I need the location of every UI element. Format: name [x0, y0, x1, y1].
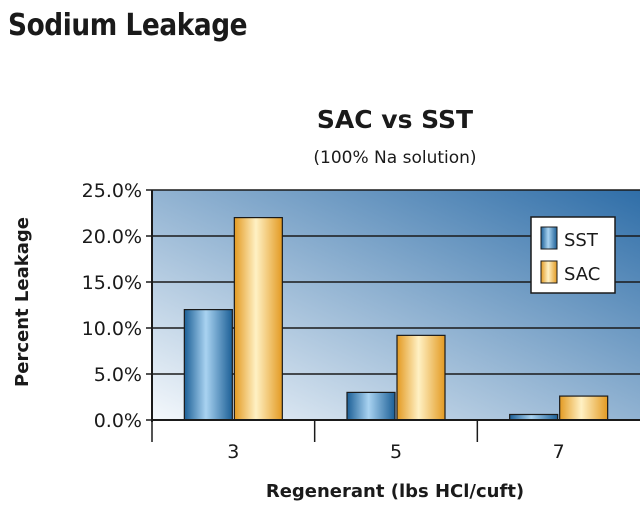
y-tick-label: 10.0%: [82, 318, 142, 340]
x-tick-labels: 3 5 7: [151, 420, 565, 463]
chart-subtitle: (100% Na solution): [313, 148, 476, 168]
bars: [183, 217, 609, 421]
y-tick-label: 20.0%: [82, 226, 142, 248]
y-tick-label: 0.0%: [94, 410, 142, 432]
x-tick-label: 3: [227, 441, 239, 463]
y-tick-label: 15.0%: [82, 272, 142, 294]
x-tick-label: 5: [390, 441, 402, 463]
y-tick-labels: 0.0% 5.0% 10.0% 15.0% 20.0% 25.0%: [82, 180, 152, 432]
bar-sac-3: [233, 217, 283, 421]
page-title: Sodium Leakage: [8, 8, 248, 43]
legend-swatch-sac: [540, 260, 558, 284]
legend: SST SAC: [530, 216, 616, 294]
bar-sst-5: [346, 391, 396, 421]
x-tick-label: 7: [553, 441, 565, 463]
chart-title: SAC vs SST: [317, 105, 473, 134]
bar-sac-7: [559, 395, 609, 421]
bar-sac-5: [396, 334, 446, 421]
legend-label-sst: SST: [564, 230, 599, 251]
bar-sst-3: [183, 309, 233, 421]
legend-label-sac: SAC: [564, 264, 600, 285]
y-axis-label: Percent Leakage: [12, 217, 33, 387]
legend-swatch-sst: [540, 226, 558, 250]
x-axis-label: Regenerant (lbs HCl/cuft): [266, 481, 524, 502]
y-tick-label: 5.0%: [94, 364, 142, 386]
y-tick-label: 25.0%: [82, 180, 142, 202]
